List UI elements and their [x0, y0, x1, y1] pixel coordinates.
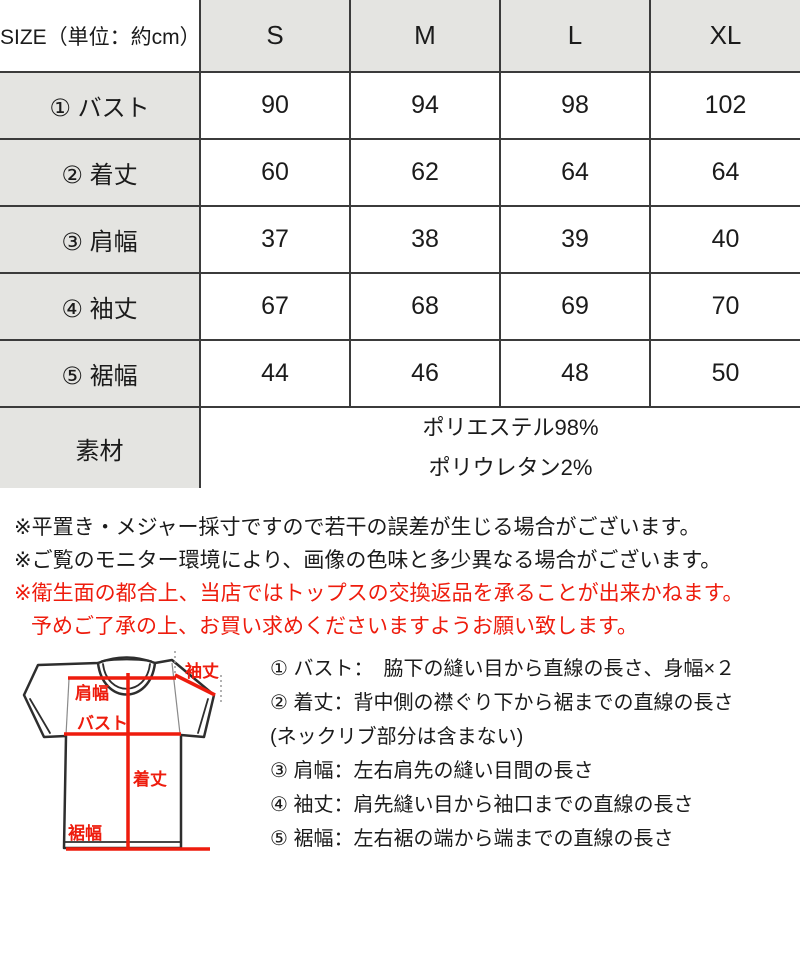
note-please-understand: 予めご了承の上、お買い求めくださいますようお願い致します。 [31, 615, 638, 638]
size-header-xl: XL [649, 0, 800, 73]
value-cell: 94 [349, 71, 501, 140]
shoulder-width-label: 肩幅 [75, 683, 109, 703]
size-header-s: S [199, 0, 351, 73]
value-cell: 44 [199, 339, 351, 408]
length-label: 着丈 [132, 769, 167, 789]
value-cell: 50 [649, 339, 800, 408]
size-header-m: M [349, 0, 501, 73]
table-row-sleeve: ④ 袖丈 67 68 69 70 [0, 272, 800, 341]
collar-back-inner [101, 658, 152, 662]
tshirt-measurement-diagram: 肩幅 袖丈 バスト 着丈 裾幅 [22, 651, 222, 851]
row-label-length: ② 着丈 [0, 138, 201, 207]
row-label-shoulder: ③ 肩幅 [0, 205, 201, 274]
value-cell: 98 [499, 71, 651, 140]
value-cell: 46 [349, 339, 501, 408]
row-label-bust: ① バスト [0, 71, 201, 140]
explanation-sleeve: ④ 袖丈：肩先縫い目から袖口までの直線の長さ [270, 794, 694, 816]
value-cell: 40 [649, 205, 800, 274]
value-cell: 38 [349, 205, 501, 274]
cuff-stitch-left [29, 698, 51, 734]
material-cell: ポリエステル98% ポリウレタン2% [199, 406, 800, 489]
value-cell: 64 [649, 138, 800, 207]
size-table: SIZE（単位：約cm） S M L XL ① バスト 90 94 98 102… [0, 0, 800, 489]
measurement-explanations: ① バスト： 脇下の縫い目から直線の長さ、身幅×２ ② 着丈：背中側の襟ぐり下か… [270, 643, 735, 856]
table-row-shoulder: ③ 肩幅 37 38 39 40 [0, 205, 800, 274]
explanation-shoulder: ③ 肩幅：左右肩先の縫い目間の長さ [270, 760, 594, 782]
value-cell: 67 [199, 272, 351, 341]
table-header-row: SIZE（単位：約cm） S M L XL [0, 0, 800, 73]
explanation-length-note: (ネックリブ部分は含まない) [270, 726, 524, 748]
value-cell: 64 [499, 138, 651, 207]
table-row-length: ② 着丈 60 62 64 64 [0, 138, 800, 207]
value-cell: 60 [199, 138, 351, 207]
value-cell: 68 [349, 272, 501, 341]
row-label-material: 素材 [0, 406, 201, 489]
note-no-returns: ※衛生面の都合上、当店ではトップスの交換返品を承ることが出来かねます。 [14, 582, 744, 605]
size-header-l: L [499, 0, 651, 73]
explanation-hem: ⑤ 裾幅：左右裾の端から端までの直線の長さ [270, 828, 674, 850]
cuff-stitch-right [197, 698, 209, 734]
table-title-cell: SIZE（単位：約cm） [0, 0, 201, 73]
note-measurement-tolerance: ※平置き・メジャー採寸ですので若干の誤差が生じる場合がございます。 [14, 516, 701, 539]
measurement-guide-section: 肩幅 袖丈 バスト 着丈 裾幅 ① バスト： 脇下の縫い目から直線の長さ、身幅×… [0, 643, 800, 864]
row-label-sleeve: ④ 袖丈 [0, 272, 201, 341]
value-cell: 62 [349, 138, 501, 207]
value-cell: 37 [199, 205, 351, 274]
row-label-hem: ⑤ 裾幅 [0, 339, 201, 408]
material-line-1: ポリエステル98% [422, 415, 599, 440]
value-cell: 90 [199, 71, 351, 140]
explanation-bust: ① バスト： 脇下の縫い目から直線の長さ、身幅×２ [270, 658, 736, 680]
value-cell: 48 [499, 339, 651, 408]
caution-notes: ※平置き・メジャー採寸ですので若干の誤差が生じる場合がございます。 ※ご覧のモニ… [14, 511, 800, 643]
value-cell: 70 [649, 272, 800, 341]
table-row-material: 素材 ポリエステル98% ポリウレタン2% [0, 406, 800, 489]
table-row-bust: ① バスト 90 94 98 102 [0, 71, 800, 140]
material-line-2: ポリウレタン2% [428, 455, 593, 480]
value-cell: 39 [499, 205, 651, 274]
value-cell: 69 [499, 272, 651, 341]
armhole-seam-left [65, 678, 70, 736]
table-row-hem: ⑤ 裾幅 44 46 48 50 [0, 339, 800, 408]
sleeve-length-line [174, 673, 216, 697]
armhole-seam-right [171, 662, 181, 735]
tshirt-outline [22, 656, 216, 850]
explanation-length: ② 着丈：背中側の襟ぐり下から裾までの直線の長さ [270, 692, 734, 714]
hem-width-label: 裾幅 [68, 823, 102, 843]
value-cell: 102 [649, 71, 800, 140]
sleeve-length-label: 袖丈 [185, 661, 219, 681]
note-monitor-color: ※ご覧のモニター環境により、画像の色味と多少異なる場合がございます。 [14, 549, 722, 572]
bust-label: バスト [77, 714, 128, 733]
